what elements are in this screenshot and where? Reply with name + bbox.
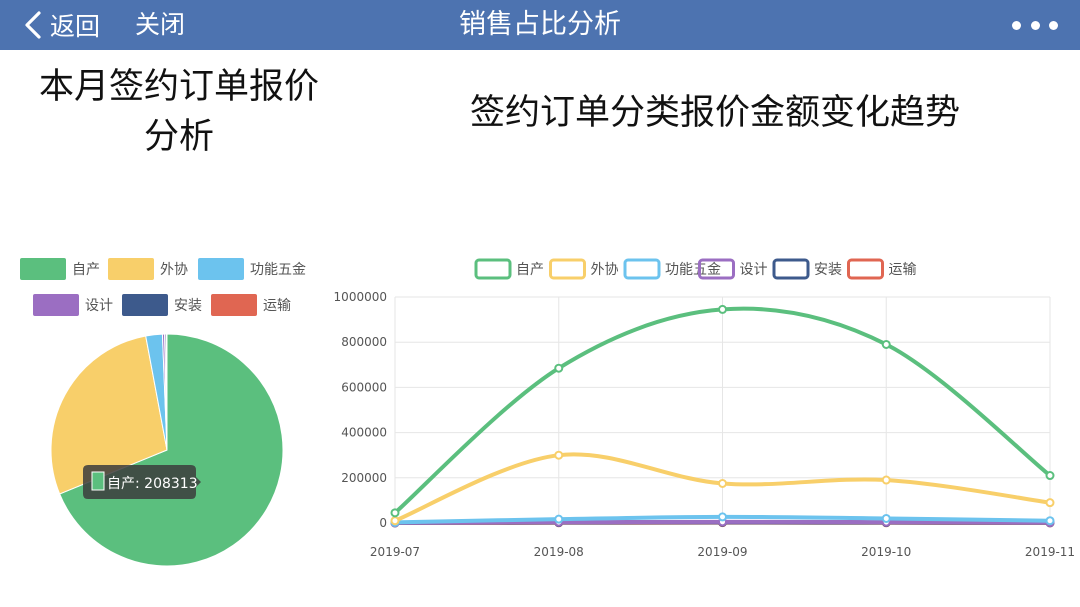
y-tick-label: 0: [379, 516, 387, 530]
pie-legend-label: 设计: [85, 298, 113, 314]
pie-slice-item-6[interactable]: [165, 333, 168, 451]
data-point[interactable]: [718, 478, 727, 488]
line-legend-item-6[interactable]: 运输: [847, 258, 917, 280]
pie-legend-label: 自产: [72, 262, 100, 278]
data-point[interactable]: [881, 339, 891, 349]
line-legend-swatch: [474, 258, 512, 280]
data-point[interactable]: [554, 363, 564, 373]
line-legend-label: 外协: [591, 262, 619, 278]
pie-legend-swatch: [108, 258, 154, 280]
chevron-left-icon: [25, 11, 41, 39]
line-legend-label: 自产: [516, 262, 544, 278]
pie-tooltip-box: [83, 465, 201, 499]
pie-legend-swatch: [33, 294, 79, 316]
line-legend-item-2[interactable]: 外协: [549, 258, 619, 280]
pie-legend-label: 运输: [263, 298, 291, 314]
data-point[interactable]: [718, 512, 727, 522]
data-point[interactable]: [390, 516, 400, 526]
line-legend-swatch: [772, 258, 810, 280]
line-legend-item-1[interactable]: 自产: [474, 258, 544, 280]
line-legend-item-4[interactable]: 设计: [698, 258, 768, 280]
pie-slice-item-1[interactable]: [58, 333, 284, 567]
pie-legend-item-5[interactable]: 安装: [122, 294, 202, 316]
y-tick-label: 600000: [341, 380, 387, 394]
pie-legend-item-4[interactable]: 设计: [33, 294, 113, 316]
pie-legend-item-1[interactable]: 自产: [20, 258, 100, 280]
data-point[interactable]: [881, 513, 891, 523]
line-series-item-1: [390, 304, 1055, 518]
line-chart-title: 签约订单分类报价金额变化趋势: [469, 93, 960, 133]
x-tick-label: 2019-08: [534, 545, 584, 559]
pie-legend-swatch: [211, 294, 257, 316]
pie-title-line-2: 分析: [143, 117, 214, 157]
x-tick-label: 2019-11: [1025, 545, 1075, 559]
pie-legend-label: 安装: [174, 298, 202, 314]
y-tick-label: 400000: [341, 426, 387, 440]
pie-legend-label: 功能五金: [250, 262, 306, 278]
more-dots-icon[interactable]: [1012, 8, 1058, 42]
pie-chart-title: 本月签约订单报价 分析: [14, 62, 344, 162]
nav-bar: 返回 关闭 销售占比分析: [0, 0, 1080, 50]
data-point[interactable]: [718, 304, 727, 314]
back-label: 返回: [50, 12, 101, 41]
line-legend-item-3[interactable]: 功能五金: [623, 258, 721, 280]
line-legend-label: 功能五金: [665, 262, 721, 278]
pie-legend-label: 外协: [160, 262, 188, 278]
line-legend-label: 安装: [814, 262, 842, 278]
line-legend-item-5[interactable]: 安装: [772, 258, 842, 280]
data-point[interactable]: [881, 475, 891, 485]
data-point[interactable]: [390, 508, 400, 518]
x-tick-label: 2019-07: [370, 545, 420, 559]
line-series-item-2: [390, 450, 1055, 526]
close-button[interactable]: 关闭: [135, 10, 186, 39]
x-tick-label: 2019-09: [697, 545, 747, 559]
line-legend-label: 运输: [889, 262, 917, 278]
pie-legend-item-6[interactable]: 运输: [211, 294, 291, 316]
data-point[interactable]: [554, 514, 564, 524]
y-tick-label: 800000: [341, 335, 387, 349]
pie-title-line-1: 本月签约订单报价: [38, 67, 319, 107]
line-series-item-3: [390, 512, 1055, 527]
data-point[interactable]: [1045, 498, 1055, 508]
page-title: 销售占比分析: [459, 9, 621, 40]
back-button[interactable]: 返回: [22, 6, 100, 44]
line-legend-swatch: [623, 258, 661, 280]
pie-tooltip-swatch: [91, 471, 105, 491]
line-legend-swatch: [847, 258, 884, 280]
line-legend-label: 设计: [740, 262, 768, 278]
x-tick-label: 2019-10: [861, 545, 911, 559]
data-point[interactable]: [1045, 516, 1055, 526]
pie-tooltip-text: 自产: 208313: [107, 476, 198, 492]
pie-legend-swatch: [198, 258, 244, 280]
pie-legend-swatch: [122, 294, 168, 316]
pie-legend-item-3[interactable]: 功能五金: [198, 258, 306, 280]
pie-legend-swatch: [20, 258, 66, 280]
line-legend-swatch: [549, 258, 586, 280]
data-point[interactable]: [1045, 471, 1055, 481]
pie-tooltip: 自产: 208313: [83, 465, 201, 499]
y-tick-label: 1000000: [334, 290, 387, 304]
pie-legend-item-2[interactable]: 外协: [108, 258, 188, 280]
line-legend-swatch: [698, 258, 735, 280]
data-point[interactable]: [554, 450, 564, 460]
y-tick-label: 200000: [341, 471, 387, 485]
pie-slice-item-2[interactable]: [50, 335, 168, 495]
